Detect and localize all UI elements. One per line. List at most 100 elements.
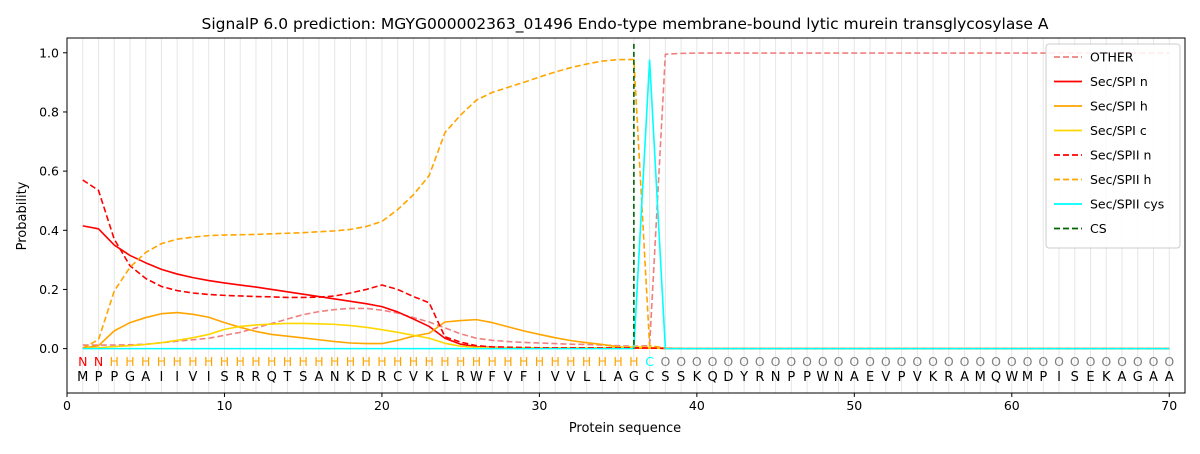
residue-label: N [330,370,340,385]
region-label: H [409,354,418,369]
residue-label: S [220,370,228,385]
region-label: O [1149,354,1159,369]
series-line-sec-spii-n [82,179,1170,350]
region-label: H [361,354,370,369]
residue-label: V [503,370,512,385]
y-axis-label: Probability [15,181,30,250]
region-label: H [141,354,150,369]
region-label: O [944,354,954,369]
residue-label: G [1133,370,1143,385]
residue-label: A [614,370,623,385]
residue-label: R [456,370,465,385]
region-label: H [487,354,496,369]
residue-label: R [944,370,953,385]
region-label: O [802,354,812,369]
residue-label: D [723,370,733,385]
residue-label: R [755,370,764,385]
region-label: O [1038,354,1048,369]
region-label: H [283,354,292,369]
residue-label: F [488,370,495,385]
x-tick-label: 30 [531,398,547,413]
region-label: O [1023,354,1033,369]
legend-label: Sec/SPI c [1090,123,1147,138]
region-label: H [157,354,166,369]
residue-label: A [960,370,969,385]
region-label: O [865,354,875,369]
residue-label: I [537,370,541,385]
region-label: O [1101,354,1111,369]
region-label: O [676,354,686,369]
residue-label: V [566,370,575,385]
region-label: H [582,354,591,369]
residue-label: P [803,370,811,385]
residue-label: A [850,370,859,385]
residue-label: M [1022,370,1033,385]
region-label: C [645,354,654,369]
y-tick-label: 0.6 [39,164,59,179]
y-tick-label: 0.2 [39,282,59,297]
grid-layer [82,38,1170,393]
region-label: H [598,354,607,369]
region-label: H [472,354,481,369]
series-line-sec-spii-cys [82,59,1170,350]
legend-label: Sec/SPII n [1090,148,1151,163]
region-label: H [267,354,276,369]
region-label: H [188,354,197,369]
series-layer [82,43,1170,350]
region-label: O [849,354,859,369]
legend-label: Sec/SPII cys [1090,197,1164,212]
residue-label: I [1057,370,1061,385]
residue-label: Y [739,370,748,385]
residue-label: C [393,370,402,385]
region-label: O [660,354,670,369]
residue-label: C [645,370,654,385]
region-label: O [755,354,765,369]
region-label: N [94,354,103,369]
legend-label: CS [1090,221,1107,236]
residue-label: A [1149,370,1158,385]
region-label: O [818,354,828,369]
region-label: O [1007,354,1017,369]
y-tick-label: 0.4 [39,223,59,238]
residue-label: M [975,370,986,385]
residue-label: S [677,370,685,385]
region-label: H [314,354,323,369]
region-label: O [771,354,781,369]
region-label: O [1086,354,1096,369]
legend-label: OTHER [1090,50,1134,65]
residue-label: L [599,370,607,385]
legend-label: Sec/SPI n [1090,74,1148,89]
x-axis-label: Protein sequence [569,421,681,436]
x-tick-label: 70 [1161,398,1177,413]
residue-label: Q [991,370,1001,385]
x-tick-label: 10 [217,398,233,413]
region-label: O [1117,354,1127,369]
x-tick-label: 20 [374,398,390,413]
residue-label: D [361,370,371,385]
residue-label: P [898,370,906,385]
region-label: O [912,354,922,369]
region-label: O [1164,354,1174,369]
legend-box [1045,43,1181,249]
region-label: H [330,354,339,369]
residue-label: R [377,370,386,385]
series-line-sec-spii-h [82,58,1170,350]
x-tick-label: 60 [1004,398,1020,413]
residue-label: W [1005,370,1018,385]
residue-label: L [583,370,591,385]
region-label: O [897,354,907,369]
residue-label: P [1039,370,1047,385]
series-line-sec-spi-c [82,322,1170,350]
region-label: H [550,354,559,369]
y-tick-label: 0.8 [39,104,59,119]
residue-label: T [282,370,291,385]
residue-label: I [207,370,211,385]
residue-label: I [175,370,179,385]
region-label: H [566,354,575,369]
region-label: H [173,354,182,369]
region-label: O [991,354,1001,369]
residue-label: A [1118,370,1127,385]
residue-label: Q [267,370,277,385]
region-label: H [251,354,260,369]
